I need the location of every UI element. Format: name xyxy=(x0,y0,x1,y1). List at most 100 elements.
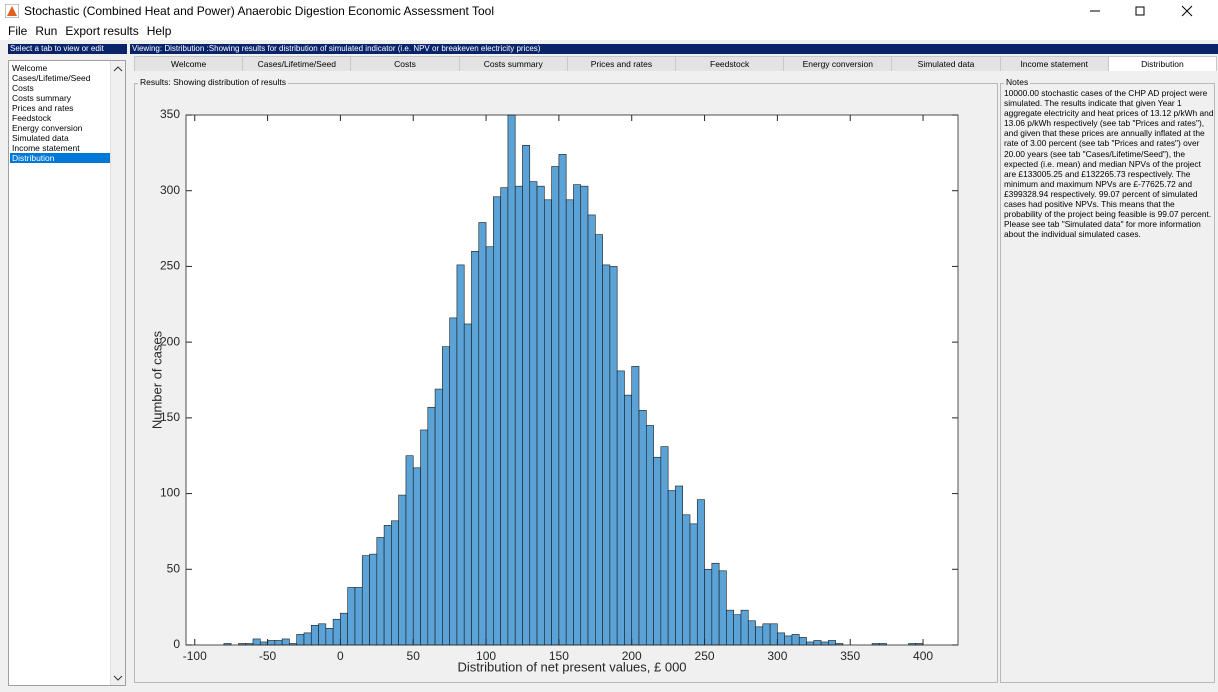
bar xyxy=(740,609,749,646)
notes-text: 10000.00 stochastic cases of the CHP AD … xyxy=(1004,88,1214,240)
tab-list-item[interactable]: Prices and rates xyxy=(12,103,74,113)
y-tick-label: 300 xyxy=(160,183,180,197)
bar xyxy=(420,429,429,646)
bar xyxy=(806,641,815,646)
maximize-button[interactable] xyxy=(1135,6,1145,16)
tab-list-item[interactable]: Cases/Lifetime/Seed xyxy=(12,73,91,83)
bar xyxy=(733,614,742,646)
bar xyxy=(405,455,414,646)
bar xyxy=(259,641,268,646)
tab-list-item[interactable]: Costs summary xyxy=(12,93,72,103)
menu-item[interactable]: File xyxy=(8,24,28,38)
bar xyxy=(318,623,327,646)
bar xyxy=(631,366,640,646)
bar xyxy=(565,199,574,646)
y-tick-label: 50 xyxy=(167,561,181,575)
bar xyxy=(689,523,698,646)
bar xyxy=(820,641,829,646)
bar xyxy=(682,514,691,646)
bar xyxy=(791,634,800,646)
bar xyxy=(463,323,472,646)
tab-list-item[interactable]: Simulated data xyxy=(12,133,69,143)
app-icon xyxy=(5,4,19,18)
tab[interactable]: Distribution xyxy=(1107,56,1218,71)
tab-list-item[interactable]: Costs xyxy=(12,83,34,93)
notes-label: Notes xyxy=(1004,77,1031,87)
bar xyxy=(252,638,261,646)
bar xyxy=(274,640,283,646)
tab-list-item[interactable]: Energy conversion xyxy=(12,123,83,133)
x-tick-label: -50 xyxy=(259,649,277,663)
bar xyxy=(412,467,421,646)
tab-list-item[interactable]: Welcome xyxy=(12,63,48,73)
y-axis-label: Number of cases xyxy=(149,330,164,429)
notes-group xyxy=(1000,83,1215,683)
bar xyxy=(777,632,785,646)
bar xyxy=(456,264,465,646)
results-group xyxy=(134,83,998,683)
bar xyxy=(391,520,399,646)
window-title: Stochastic (Combined Heat and Power) Ana… xyxy=(24,4,495,18)
tab-list-item[interactable]: Feedstock xyxy=(12,113,52,123)
bar xyxy=(762,623,771,646)
bar xyxy=(281,638,290,646)
bar xyxy=(718,570,727,646)
bar xyxy=(755,626,764,646)
tab-list-items: Welcome Cases/Lifetime/Seed Costs Costs sum… xyxy=(10,63,112,163)
scrollbar[interactable] xyxy=(110,61,125,685)
bar xyxy=(507,114,516,646)
bar xyxy=(828,640,836,646)
bar xyxy=(609,266,618,646)
menu-bar: File Run Export results Help xyxy=(0,22,1218,40)
viewing-bar: Viewing: Distribution :Showing results f… xyxy=(130,44,1218,54)
bar xyxy=(784,635,793,646)
bar xyxy=(624,394,633,646)
bar xyxy=(587,214,596,646)
bar xyxy=(536,185,545,646)
y-tick-label: 100 xyxy=(160,486,180,500)
bar xyxy=(747,620,756,646)
bar xyxy=(449,317,458,646)
bar xyxy=(267,640,276,646)
x-tick-label: 400 xyxy=(913,649,933,663)
x-tick-label: 300 xyxy=(767,649,787,663)
bar xyxy=(354,587,363,646)
menu-item[interactable]: Export results xyxy=(65,24,139,38)
bar xyxy=(485,246,494,646)
y-tick-label: 0 xyxy=(173,637,180,651)
x-axis-label: Distribution of net present values, £ 00… xyxy=(457,659,686,674)
tab-list-item[interactable]: Income statement xyxy=(12,143,80,153)
bar xyxy=(522,144,531,646)
tab-list-item[interactable]: Distribution xyxy=(10,153,112,163)
bar xyxy=(514,185,523,646)
bar xyxy=(580,185,589,646)
bar xyxy=(704,568,713,646)
results-label: Results: Showing distribution of results xyxy=(138,77,288,87)
title-bar: Stochastic (Combined Heat and Power) Ana… xyxy=(0,0,1218,22)
bar xyxy=(638,409,647,646)
bar xyxy=(529,181,538,646)
menu-item[interactable]: Help xyxy=(146,24,172,38)
x-tick-label: -100 xyxy=(183,649,207,663)
menu-item[interactable]: Run xyxy=(35,24,58,38)
bar xyxy=(711,562,720,646)
bar xyxy=(675,485,684,646)
x-tick-label: 150 xyxy=(549,649,569,663)
y-tick-label: 250 xyxy=(160,259,180,273)
bar xyxy=(769,623,778,646)
bar xyxy=(376,537,385,646)
bar xyxy=(347,587,356,646)
y-tick-label: 200 xyxy=(160,334,180,348)
bar xyxy=(798,637,807,646)
window-controls[interactable] xyxy=(1080,0,1218,22)
close-button[interactable] xyxy=(1181,5,1193,17)
bar xyxy=(493,196,501,646)
plot-frame xyxy=(185,114,959,646)
tab-list: Welcome Cases/Lifetime/Seed Costs Costs sum… xyxy=(8,60,126,686)
x-tick-label: 250 xyxy=(695,649,715,663)
bar xyxy=(369,553,378,646)
bar xyxy=(544,199,552,646)
bar xyxy=(696,499,705,646)
